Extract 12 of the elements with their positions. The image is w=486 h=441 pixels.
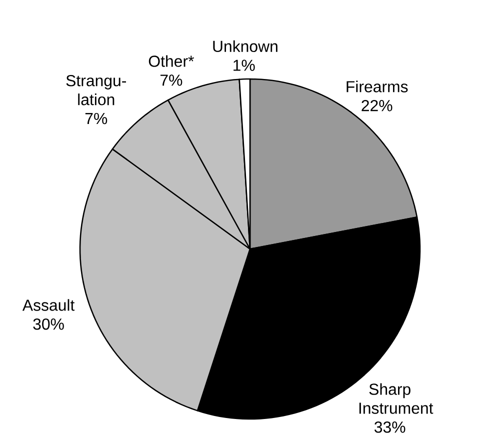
- slice-label: Strangu-lation: [66, 75, 126, 106]
- slice-label: Unknown: [213, 40, 278, 52]
- slice-label: Firearms: [346, 80, 408, 92]
- slice-label: Other*: [148, 55, 194, 67]
- data-label: 22%: [362, 100, 392, 112]
- data-label: 33%: [374, 421, 406, 433]
- data-label: 1%: [234, 60, 255, 71]
- data-label: 30%: [33, 318, 64, 330]
- data-label: 7%: [85, 112, 108, 124]
- data-label: 7%: [160, 74, 182, 86]
- slice-label: Sharp Instrument: [359, 383, 434, 414]
- slice-label: Assault: [22, 299, 75, 311]
